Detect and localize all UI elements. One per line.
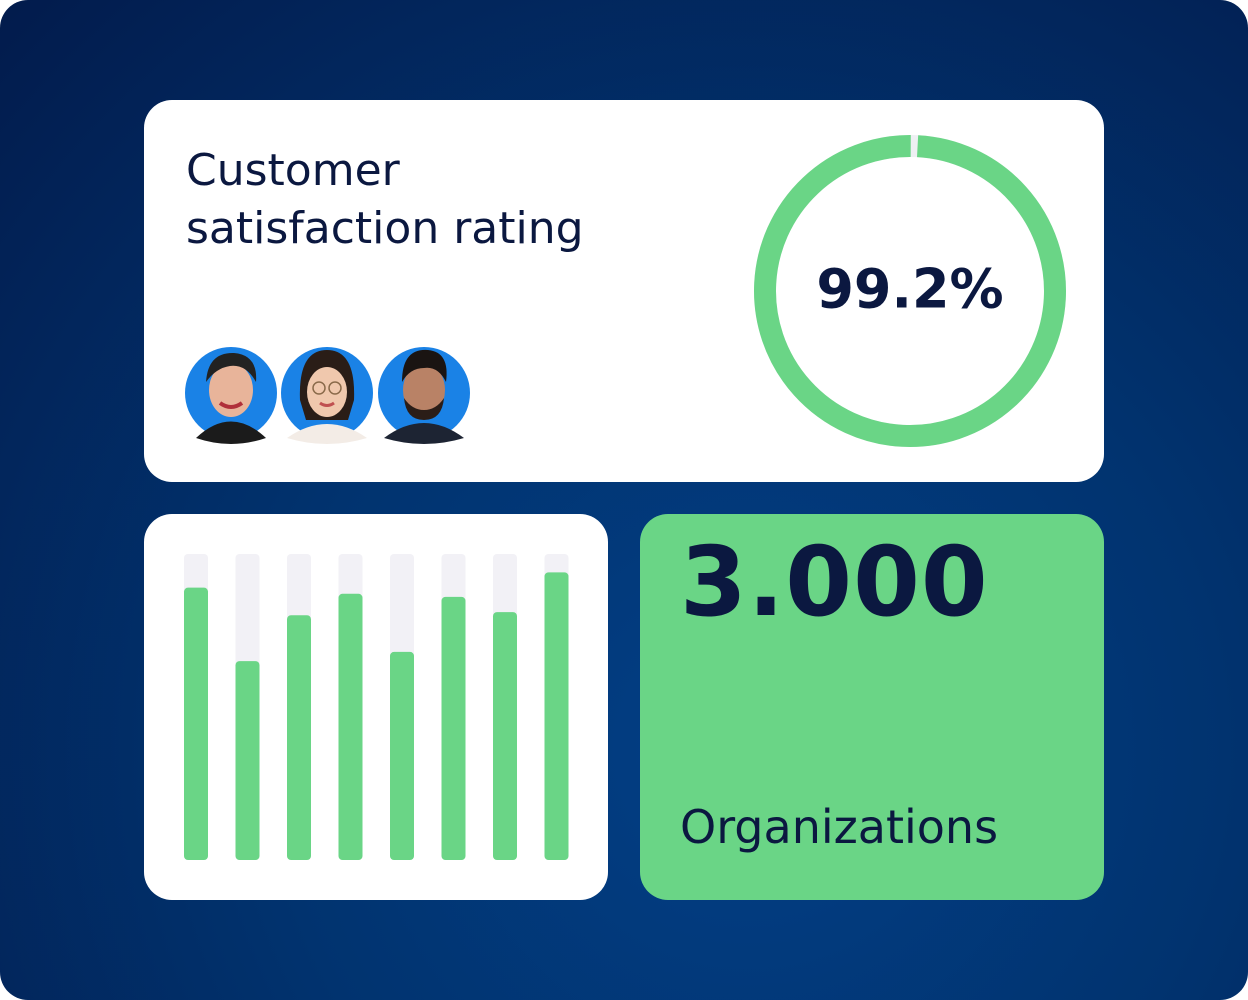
- stat-value: 3.000: [680, 526, 989, 638]
- avatar: [278, 344, 376, 444]
- bar: [441, 596, 466, 860]
- card-title: Customer satisfaction rating: [186, 145, 584, 254]
- avatars: [182, 344, 473, 444]
- bar: [287, 615, 311, 860]
- bar: [493, 612, 517, 860]
- avatar: [375, 344, 473, 444]
- rating-graphics: 99.2%: [182, 135, 1066, 448]
- rating-value: 99.2%: [816, 258, 1003, 321]
- stat-card: 3.000 Organizations: [640, 514, 1104, 900]
- bar: [390, 651, 414, 860]
- rating-card: Customer satisfaction rating: [144, 100, 1104, 482]
- bar-chart: [184, 554, 569, 860]
- bar: [235, 661, 260, 860]
- avatar: [182, 344, 280, 444]
- bar: [184, 587, 208, 860]
- bars-card: [144, 514, 608, 900]
- bar: [338, 593, 363, 860]
- stat-label: Organizations: [680, 800, 999, 854]
- bar: [544, 572, 569, 860]
